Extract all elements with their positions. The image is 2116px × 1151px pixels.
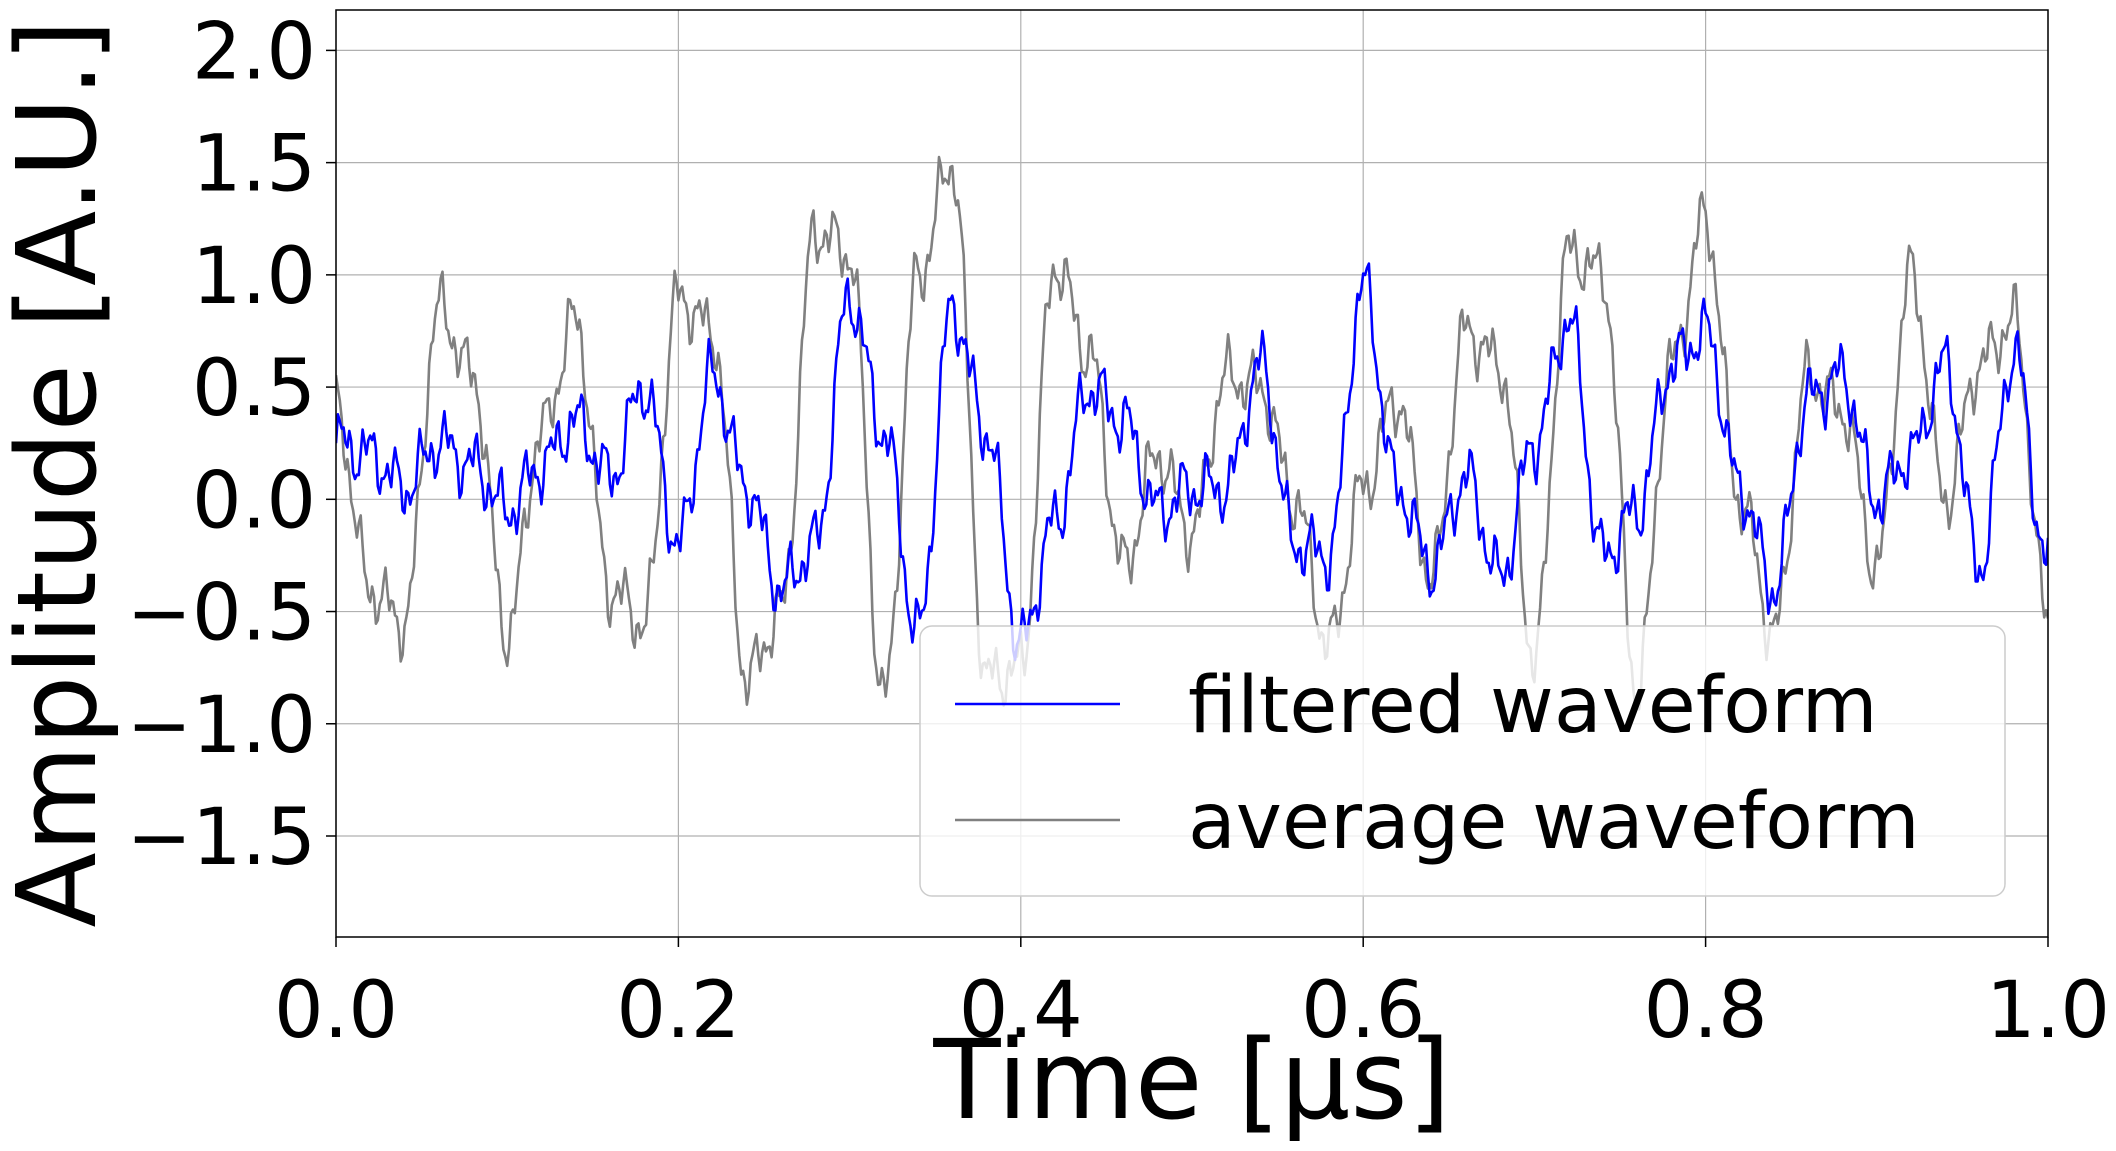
y-tick-label: 1.0 — [192, 232, 316, 322]
y-tick-label: −1.0 — [127, 681, 316, 771]
y-tick-label: 0.5 — [192, 344, 316, 434]
legend-box — [919, 625, 2006, 897]
x-tick-label: 0.0 — [274, 966, 398, 1056]
y-tick-label: 2.0 — [192, 7, 316, 97]
x-tick-labels: 0.0 0.2 0.4 0.6 0.8 1.0 — [274, 966, 2110, 1056]
x-tick-label: 0.2 — [616, 966, 740, 1056]
plot-lines — [336, 155, 2048, 711]
series-line-filtered — [336, 262, 2048, 662]
legend-label-filtered: filtered waveform — [1188, 661, 1878, 751]
x-tick-label: 1.0 — [1986, 966, 2110, 1056]
tick-marks — [326, 49, 2049, 947]
y-tick-labels: −1.5 −1.0 −0.5 0.0 0.5 1.0 1.5 2.0 — [127, 7, 316, 883]
legend: filtered waveform average waveform — [919, 625, 2006, 897]
x-tick-label: 0.4 — [959, 966, 1083, 1056]
x-tick-label: 0.8 — [1644, 966, 1768, 1056]
series-line-average — [336, 155, 2048, 711]
legend-label-average: average waveform — [1188, 777, 1920, 867]
plot-frame — [335, 9, 2049, 938]
y-tick-label: −0.5 — [127, 569, 316, 659]
y-axis-label: Amplitude [A.U.] — [0, 19, 121, 927]
y-tick-label: 0.0 — [192, 456, 316, 546]
y-tick-label: −1.5 — [127, 793, 316, 883]
x-axis-label: Time [μs] — [932, 1016, 1450, 1144]
x-tick-label: 0.6 — [1301, 966, 1425, 1056]
y-tick-label: 1.5 — [192, 120, 316, 210]
